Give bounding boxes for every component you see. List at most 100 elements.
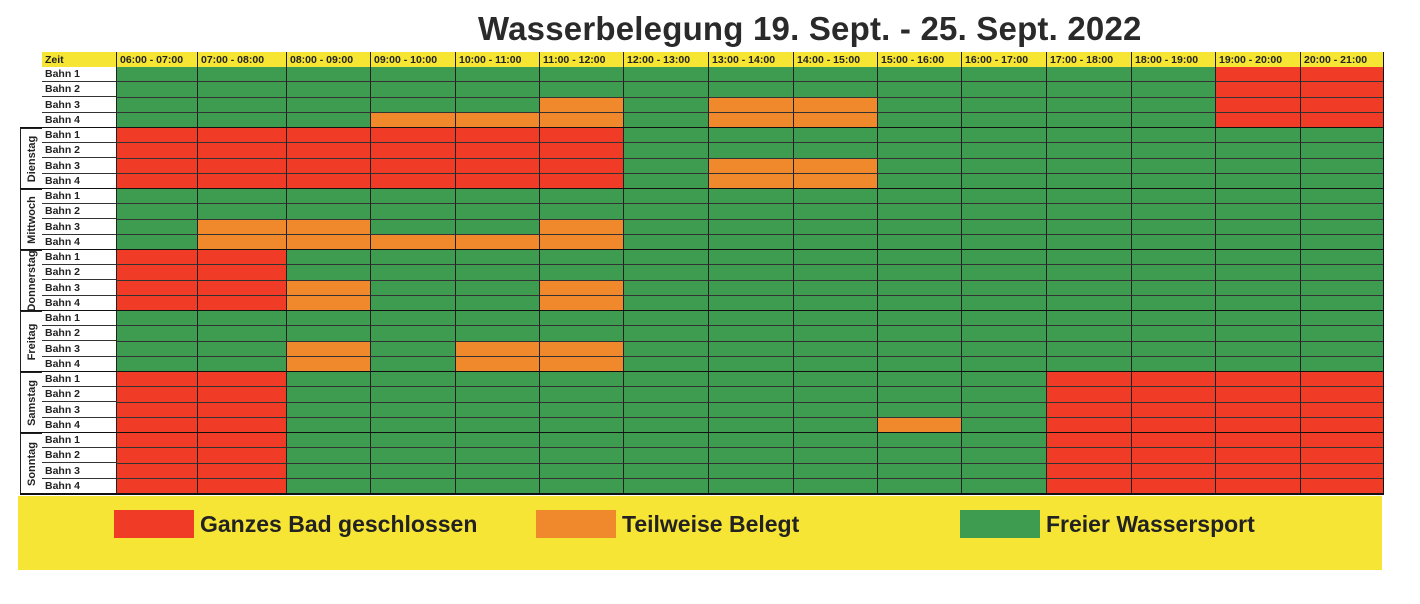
schedule-cell [961, 402, 1046, 418]
schedule-cell [1046, 128, 1131, 144]
legend-label: Teilweise Belegt [622, 510, 800, 537]
schedule-cell [793, 128, 877, 144]
time-slot-header: 20:00 - 21:00 [1300, 52, 1384, 67]
schedule-cell [708, 219, 793, 235]
schedule-cell [961, 311, 1046, 327]
schedule-cell [286, 173, 370, 189]
day-label-box: Sonntag [20, 433, 42, 494]
lane-label: Bahn 3 [42, 463, 116, 479]
schedule-cell [1215, 219, 1300, 235]
schedule-cell [1300, 67, 1384, 83]
schedule-cell [1215, 173, 1300, 189]
schedule-cell [286, 295, 370, 311]
schedule-cell [708, 326, 793, 342]
schedule-cell [1215, 67, 1300, 83]
schedule-cell [1215, 448, 1300, 464]
schedule-cell [877, 463, 961, 479]
schedule-cell [116, 143, 197, 159]
schedule-cell [286, 341, 370, 357]
schedule-cell [455, 280, 539, 296]
schedule-cell [793, 173, 877, 189]
time-slot-header: 07:00 - 08:00 [197, 52, 286, 67]
schedule-cell [623, 250, 708, 266]
schedule-cell [708, 82, 793, 98]
schedule-cell [708, 295, 793, 311]
day-separator [20, 493, 1384, 495]
schedule-cell [539, 128, 623, 144]
lane-label: Bahn 4 [42, 356, 116, 372]
schedule-cell [370, 326, 455, 342]
schedule-cell [1215, 234, 1300, 250]
time-slot-header: 09:00 - 10:00 [370, 52, 455, 67]
schedule-cell [455, 97, 539, 113]
schedule-cell [370, 402, 455, 418]
day-label: Donnerstag [25, 249, 38, 312]
schedule-cell [1215, 128, 1300, 144]
schedule-cell [1131, 143, 1215, 159]
schedule-cell [370, 356, 455, 372]
schedule-cell [708, 463, 793, 479]
schedule-cell [1046, 219, 1131, 235]
schedule-cell [961, 356, 1046, 372]
schedule-cell [961, 143, 1046, 159]
schedule-cell [1046, 387, 1131, 403]
schedule-cell [286, 387, 370, 403]
schedule-cell [708, 234, 793, 250]
schedule-cell [539, 341, 623, 357]
schedule-cell [708, 311, 793, 327]
schedule-cell [1215, 158, 1300, 174]
schedule-cell [877, 356, 961, 372]
schedule-cell [116, 173, 197, 189]
schedule-cell [1300, 417, 1384, 433]
day-label: Mittwoch [25, 195, 38, 244]
schedule-cell [1131, 295, 1215, 311]
schedule-cell [623, 128, 708, 144]
schedule-cell [1300, 234, 1384, 250]
schedule-cell [1300, 448, 1384, 464]
schedule-cell [455, 128, 539, 144]
schedule-cell [1046, 478, 1131, 494]
schedule-cell [708, 448, 793, 464]
schedule-cell [286, 67, 370, 83]
schedule-cell [1300, 463, 1384, 479]
schedule-cell [1300, 250, 1384, 266]
schedule-cell [1046, 173, 1131, 189]
schedule-cell [286, 234, 370, 250]
schedule-cell [455, 326, 539, 342]
page-title: Wasserbelegung 19. Sept. - 25. Sept. 202… [478, 10, 1142, 47]
schedule-cell [877, 97, 961, 113]
schedule-cell [539, 234, 623, 250]
schedule-cell [116, 295, 197, 311]
schedule-cell [793, 433, 877, 449]
schedule-cell [877, 82, 961, 98]
schedule-cell [708, 143, 793, 159]
lane-label: Bahn 1 [42, 67, 116, 82]
lane-label: Bahn 1 [42, 433, 116, 448]
schedule-cell [877, 448, 961, 464]
schedule-cell [1215, 326, 1300, 342]
schedule-cell [455, 387, 539, 403]
schedule-cell [197, 341, 286, 357]
schedule-cell [116, 265, 197, 281]
schedule-cell [1046, 143, 1131, 159]
schedule-cell [793, 97, 877, 113]
schedule-cell [793, 112, 877, 128]
time-slot-header: 06:00 - 07:00 [116, 52, 197, 67]
lane-label: Bahn 2 [42, 326, 116, 342]
schedule-cell [286, 417, 370, 433]
schedule-cell [961, 173, 1046, 189]
schedule-cell [455, 448, 539, 464]
schedule-cell [961, 463, 1046, 479]
day-label: Freitag [25, 323, 38, 360]
schedule-cell [539, 326, 623, 342]
schedule-cell [793, 478, 877, 494]
schedule-cell [539, 143, 623, 159]
schedule-cell [286, 311, 370, 327]
schedule-cell [623, 219, 708, 235]
schedule-cell [1215, 417, 1300, 433]
schedule-cell [623, 143, 708, 159]
schedule-cell [1215, 112, 1300, 128]
schedule-cell [370, 67, 455, 83]
schedule-cell [623, 67, 708, 83]
schedule-cell [1046, 189, 1131, 205]
